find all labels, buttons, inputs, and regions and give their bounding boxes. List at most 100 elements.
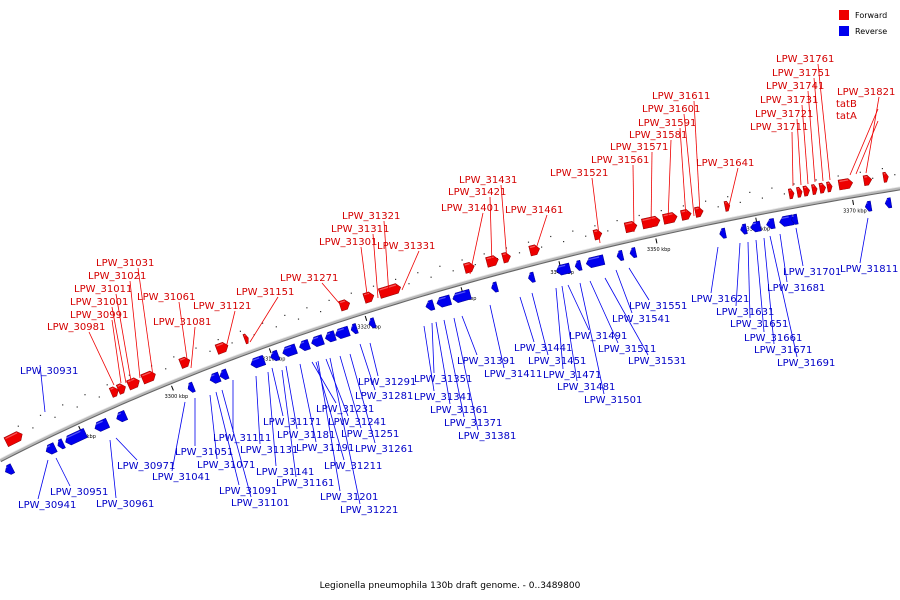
reverse-gene-arrow — [750, 220, 762, 233]
reverse-leader-line — [171, 401, 186, 472]
position-dot — [430, 276, 432, 278]
reverse-gene-label: LPW_31071 — [197, 460, 255, 471]
position-dot — [705, 200, 707, 202]
forward-gene-arrow — [826, 181, 833, 193]
position-dot — [284, 314, 286, 316]
reverse-gene-arrow — [325, 330, 337, 343]
forward-gene-arrow — [485, 255, 499, 268]
reverse-leader-line — [604, 277, 649, 356]
reverse-leader-line — [555, 287, 564, 370]
forward-gene-label: LPW_31151 — [236, 287, 294, 298]
reverse-gene-label: LPW_31241 — [328, 417, 386, 428]
reverse-gene-arrow — [368, 317, 377, 329]
position-dot — [76, 406, 78, 408]
reverse-gene-label: LPW_31651 — [730, 319, 788, 330]
reverse-leader-line — [55, 457, 71, 487]
reverse-gene-label: LPW_31481 — [557, 382, 615, 393]
legend: Forward Reverse — [839, 10, 887, 36]
forward-gene-label: LPW_31751 — [772, 68, 830, 79]
forward-gene-label: LPW_31721 — [755, 109, 813, 120]
position-dot — [815, 179, 817, 181]
reverse-leader-line — [325, 358, 349, 417]
forward-leader-line — [190, 326, 196, 369]
position-dot — [173, 356, 175, 358]
label-leader-lines — [37, 63, 880, 505]
reverse-gene-label: LPW_31531 — [628, 356, 686, 367]
reverse-gene-arrow — [884, 197, 893, 209]
scale-tick-mark — [852, 199, 855, 205]
reverse-gene-label: LPW_31451 — [528, 356, 586, 367]
reverse-gene-arrow — [64, 427, 88, 446]
forward-gene-arrow — [501, 252, 511, 264]
position-dot — [881, 168, 883, 170]
forward-leader-line — [817, 63, 831, 181]
forward-leader-line — [591, 177, 601, 244]
reverse-gene-label: LPW_31361 — [430, 405, 488, 416]
scale-tick-label: 3370 kbp — [843, 209, 867, 215]
reverse-gene-label: LPW_31441 — [514, 343, 572, 354]
position-dot — [837, 175, 839, 177]
forward-gene-arrow — [178, 356, 191, 369]
reverse-gene-label: LPW_31501 — [584, 395, 642, 406]
forward-leader-line — [683, 113, 695, 217]
forward-gene-label: LPW_31821 — [837, 87, 895, 98]
position-dot — [563, 241, 565, 243]
reverse-gene-label: LPW_30961 — [96, 499, 154, 510]
forward-gene-arrow — [242, 333, 249, 345]
forward-gene-label: LPW_31311 — [331, 224, 389, 235]
reverse-gene-label: LPW_31391 — [457, 356, 515, 367]
forward-gene-label: LPW_31761 — [776, 54, 834, 65]
position-dot — [439, 265, 441, 267]
position-dot — [550, 235, 552, 238]
reverse-gene-label: LPW_31621 — [691, 294, 749, 305]
forward-leader-line — [401, 250, 420, 291]
forward-gene-label: LPW_31421 — [448, 187, 506, 198]
forward-gene-arrow — [108, 386, 119, 398]
reverse-leader-line — [281, 369, 297, 478]
forward-leader-line — [796, 118, 802, 186]
reverse-leader-line — [461, 315, 478, 356]
reverse-gene-arrow — [350, 323, 359, 335]
position-dot — [239, 330, 241, 332]
position-dot — [372, 285, 375, 287]
reverse-gene-label: LPW_31141 — [256, 467, 314, 478]
forward-leader-line — [224, 310, 236, 353]
position-dot — [638, 214, 640, 217]
legend-forward-label: Forward — [855, 11, 887, 20]
reverse-leader-line — [561, 285, 578, 382]
forward-gene-arrow — [3, 431, 23, 448]
scale-tick-mark — [364, 315, 368, 321]
position-dot — [262, 322, 264, 324]
position-dot — [320, 311, 322, 313]
forward-gene-label: LPW_30991 — [70, 310, 128, 321]
forward-gene-arrow — [140, 370, 156, 385]
forward-leader-line — [111, 319, 122, 384]
reverse-gene-label: LPW_31281 — [355, 391, 413, 402]
reverse-leader-line — [109, 439, 117, 499]
forward-gene-label: LPW_31021 — [88, 271, 146, 282]
position-dot — [395, 278, 397, 280]
forward-leader-line — [489, 196, 493, 266]
forward-gene-arrow — [694, 206, 704, 218]
reverse-gene-label: LPW_31111 — [213, 433, 271, 444]
forward-gene-label: LPW_31641 — [696, 158, 754, 169]
position-dot — [594, 225, 596, 227]
reverse-gene-label: LPW_31101 — [231, 498, 289, 509]
forward-gene-arrow — [882, 171, 889, 183]
reverse-gene-label: LPW_31541 — [612, 314, 670, 325]
reverse-gene-label: LPW_31041 — [152, 472, 210, 483]
forward-leader-line — [469, 212, 484, 275]
reverse-gene-arrow — [864, 200, 873, 212]
position-dot — [231, 342, 233, 344]
reverse-gene-label: LPW_30971 — [117, 461, 175, 472]
forward-leader-line — [650, 151, 653, 229]
reverse-leader-line — [311, 361, 337, 404]
reverse-gene-label: LPW_31211 — [324, 461, 382, 472]
forward-gene-arrow — [641, 215, 661, 230]
forward-gene-arrow — [796, 186, 803, 198]
position-dot — [483, 253, 485, 255]
position-dot — [572, 230, 574, 232]
forward-gene-label: LPW_31081 — [153, 317, 211, 328]
forward-gene-label: LPW_31431 — [459, 175, 517, 186]
